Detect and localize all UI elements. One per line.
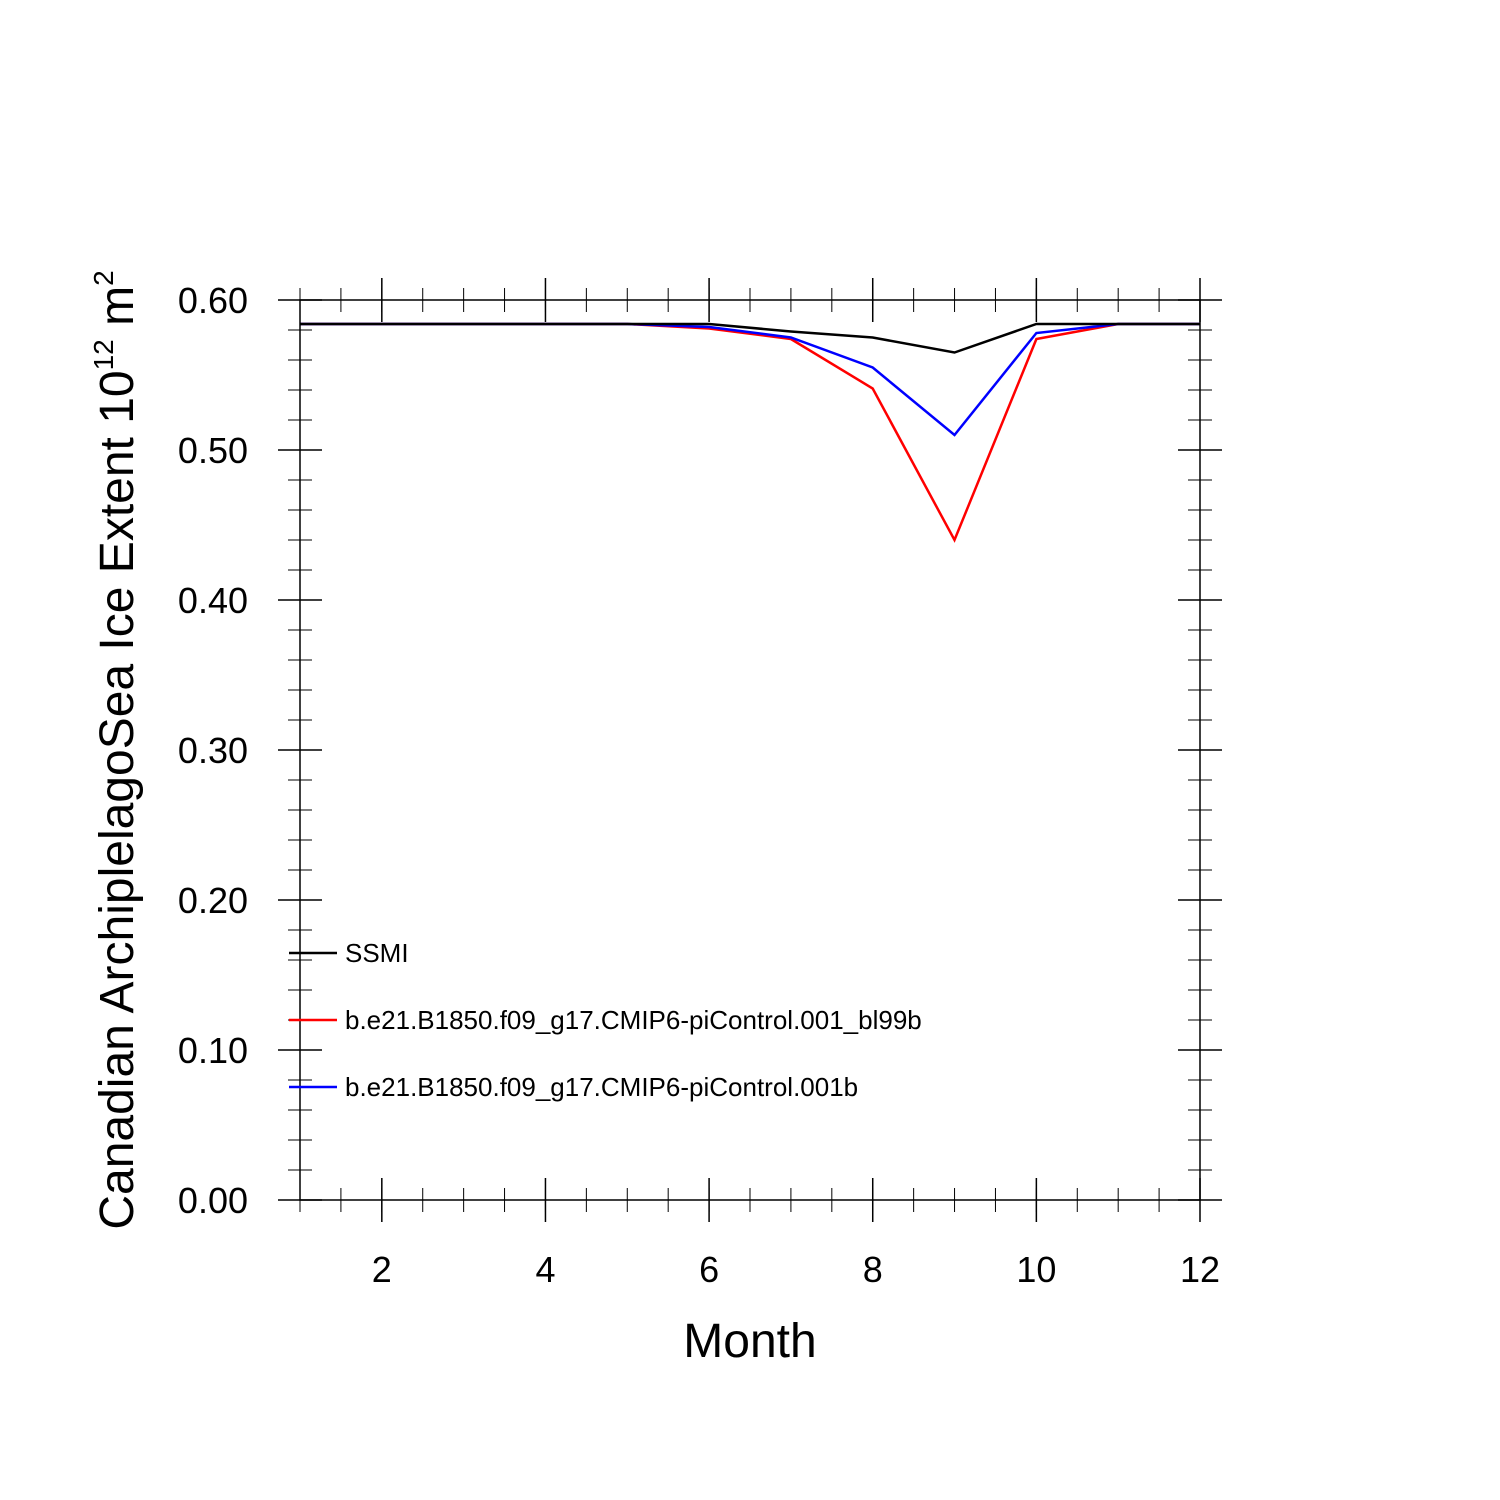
legend-label: b.e21.B1850.f09_g17.CMIP6-piControl.001_… bbox=[345, 1005, 922, 1035]
series-line-1 bbox=[300, 322, 1200, 543]
x-tick-label: 4 bbox=[535, 1249, 555, 1290]
axis-ticks bbox=[278, 278, 1222, 1222]
y-axis-title-main: Canadian ArchiplelagoSea Ice Extent 10 bbox=[91, 370, 144, 1229]
y-tick-label: 0.50 bbox=[178, 430, 248, 471]
series-lines bbox=[300, 322, 1200, 543]
y-axis-title: Canadian ArchiplelagoSea Ice Extent 1012… bbox=[88, 270, 144, 1229]
legend: SSMI b.e21.B1850.f09_g17.CMIP6-piControl.… bbox=[289, 938, 922, 1102]
y-tick-label: 0.10 bbox=[178, 1030, 248, 1071]
y-tick-label: 0.20 bbox=[178, 880, 248, 921]
plot-frame bbox=[299, 299, 1201, 1201]
x-tick-label: 12 bbox=[1180, 1249, 1220, 1290]
y-axis-title-unit-exponent: 2 bbox=[88, 270, 119, 286]
series-line-2 bbox=[300, 322, 1200, 437]
legend-label: b.e21.B1850.f09_g17.CMIP6-piControl.001b bbox=[345, 1072, 858, 1102]
series-line-0 bbox=[300, 322, 1200, 354]
y-tick-label: 0.00 bbox=[178, 1180, 248, 1221]
x-tick-label: 8 bbox=[863, 1249, 883, 1290]
x-tick-label: 6 bbox=[699, 1249, 719, 1290]
tick-labels: 2 4 6 8 10 12 0.00 0.10 0.20 0.30 0.40 0.50 0.60 bbox=[178, 280, 1220, 1290]
x-axis-title: Month bbox=[683, 1315, 816, 1368]
x-tick-label: 10 bbox=[1016, 1249, 1056, 1290]
legend-label: SSMI bbox=[345, 938, 409, 968]
x-tick-label: 2 bbox=[372, 1249, 392, 1290]
y-axis-title-unit: m bbox=[91, 286, 144, 339]
y-axis-title-exponent: 12 bbox=[88, 339, 119, 370]
y-tick-label: 0.60 bbox=[178, 280, 248, 321]
y-tick-label: 0.30 bbox=[178, 730, 248, 771]
y-tick-label: 0.40 bbox=[178, 580, 248, 621]
